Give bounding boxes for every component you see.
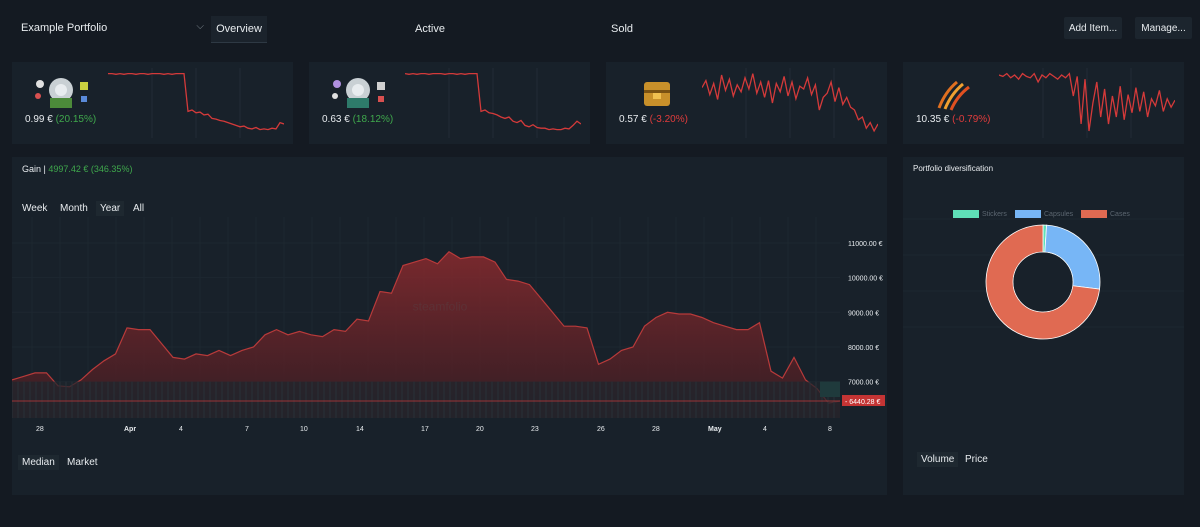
gain-label: Gain | bbox=[22, 164, 46, 174]
manage-button[interactable]: Manage... bbox=[1135, 17, 1192, 39]
sparkline-path bbox=[999, 72, 1175, 132]
price-value: 0.57 € bbox=[619, 114, 647, 125]
gain-title: Gain | 4997.42 € (346.35%) bbox=[22, 164, 132, 174]
volume-highlight bbox=[820, 381, 840, 398]
legend-stickers[interactable]: Stickers bbox=[953, 210, 1007, 218]
price-change: (18.12%) bbox=[352, 114, 394, 125]
tab-active[interactable]: Active bbox=[415, 23, 445, 35]
legend-label: Cases bbox=[1110, 210, 1130, 218]
watermark-text: steamfolio bbox=[413, 300, 468, 314]
gain-panel: Gain | 4997.42 € (346.35%) Week Month Ye… bbox=[12, 157, 887, 495]
range-year-button[interactable]: Year bbox=[96, 201, 125, 216]
item-card-1[interactable]: 0.99 € (20.15%) bbox=[12, 62, 293, 144]
tab-overview[interactable]: Overview bbox=[211, 16, 267, 43]
volume-button[interactable]: Volume bbox=[917, 452, 959, 467]
item-sparkline bbox=[405, 68, 581, 138]
market-button[interactable]: Market bbox=[67, 457, 98, 468]
add-item-button[interactable]: Add Item... bbox=[1064, 17, 1122, 39]
legend-swatch bbox=[953, 210, 979, 218]
item-sparkline bbox=[702, 68, 878, 138]
gain-area bbox=[12, 251, 840, 418]
gain-line bbox=[12, 250, 841, 404]
x-tick-label: 14 bbox=[356, 426, 364, 433]
price-change: (20.15%) bbox=[55, 114, 97, 125]
diversification-panel: Portfolio diversification Stickers Capsu… bbox=[903, 157, 1184, 495]
x-tick-label: 7 bbox=[245, 426, 249, 433]
price-change: (-3.20%) bbox=[649, 114, 688, 125]
diversification-donut[interactable] bbox=[903, 197, 1184, 357]
item-card-2[interactable]: 0.63 € (18.12%) bbox=[309, 62, 590, 144]
diversification-title: Portfolio diversification bbox=[913, 164, 994, 173]
y-tick-label: 10000.00 € bbox=[848, 276, 883, 283]
range-week-button[interactable]: Week bbox=[22, 203, 48, 214]
y-tick-label: 11000.00 € bbox=[848, 241, 883, 248]
x-tick-label: Apr bbox=[124, 426, 136, 433]
tab-sold[interactable]: Sold bbox=[610, 23, 634, 35]
sparkline-path bbox=[108, 72, 284, 131]
claw-scratch-icon bbox=[937, 80, 970, 111]
sticker-capsule-icon bbox=[35, 78, 88, 108]
item-card-3[interactable]: 0.57 € (-3.20%) bbox=[606, 62, 887, 144]
weapon-case-icon bbox=[644, 82, 670, 106]
chevron-down-icon: ⌵ bbox=[196, 21, 204, 32]
price-value: 10.35 € bbox=[916, 114, 950, 125]
sparkline-path bbox=[702, 73, 878, 133]
x-tick-label: 20 bbox=[476, 426, 484, 433]
item-sparkline bbox=[999, 68, 1175, 138]
sparkline-path bbox=[405, 72, 581, 131]
x-tick-label: 23 bbox=[531, 426, 539, 433]
item-sparkline bbox=[108, 68, 284, 138]
x-tick-label: 4 bbox=[763, 426, 767, 433]
price-button[interactable]: Price bbox=[965, 454, 988, 465]
x-tick-label: 26 bbox=[597, 426, 605, 433]
x-tick-label: May bbox=[708, 426, 722, 433]
legend-swatch bbox=[1081, 210, 1107, 218]
item-price: 0.99 € (20.15%) bbox=[25, 114, 96, 125]
legend-capsules[interactable]: Capsules bbox=[1015, 210, 1073, 218]
price-value: 0.63 € bbox=[322, 114, 350, 125]
item-price: 10.35 € (-0.79%) bbox=[916, 114, 991, 125]
item-price: 0.63 € (18.12%) bbox=[322, 114, 393, 125]
price-value: 0.99 € bbox=[25, 114, 53, 125]
item-price: 0.57 € (-3.20%) bbox=[619, 114, 688, 125]
x-tick-label: 28 bbox=[36, 426, 44, 433]
x-tick-label: 8 bbox=[828, 426, 832, 433]
sticker-capsule-icon bbox=[332, 78, 385, 108]
x-tick-label: 17 bbox=[421, 426, 429, 433]
range-all-button[interactable]: All bbox=[133, 203, 145, 214]
portfolio-name: Example Portfolio bbox=[21, 22, 108, 34]
legend-label: Stickers bbox=[982, 210, 1007, 218]
x-tick-label: 10 bbox=[300, 426, 308, 433]
x-tick-label: 4 bbox=[179, 426, 183, 433]
legend-label: Capsules bbox=[1044, 210, 1074, 218]
donut-slice-cases[interactable] bbox=[985, 224, 1100, 340]
y-tick-label: 7000.00 € bbox=[848, 380, 879, 387]
gain-chart[interactable]: steamfolio 7000.00 € 8000.00 € 9000.00 € 100… bbox=[12, 217, 887, 435]
legend-swatch bbox=[1015, 210, 1041, 218]
gain-value: 4997.42 € (346.35%) bbox=[48, 164, 133, 174]
range-month-button[interactable]: Month bbox=[60, 203, 88, 214]
current-value-tag: - 6440.28 € bbox=[842, 395, 885, 407]
portfolio-select[interactable]: Example Portfolio ⌵ bbox=[12, 14, 208, 42]
y-tick-label: 8000.00 € bbox=[848, 345, 879, 352]
y-tick-label: 9000.00 € bbox=[848, 310, 879, 317]
x-tick-label: 28 bbox=[652, 426, 660, 433]
price-change: (-0.79%) bbox=[952, 114, 991, 125]
donut-hole bbox=[1013, 252, 1073, 312]
item-card-4[interactable]: 10.35 € (-0.79%) bbox=[903, 62, 1184, 144]
legend-cases[interactable]: Cases bbox=[1081, 210, 1130, 218]
current-value-bg bbox=[842, 395, 885, 407]
median-button[interactable]: Median bbox=[18, 455, 59, 470]
current-value-label: - 6440.28 € bbox=[845, 399, 881, 406]
